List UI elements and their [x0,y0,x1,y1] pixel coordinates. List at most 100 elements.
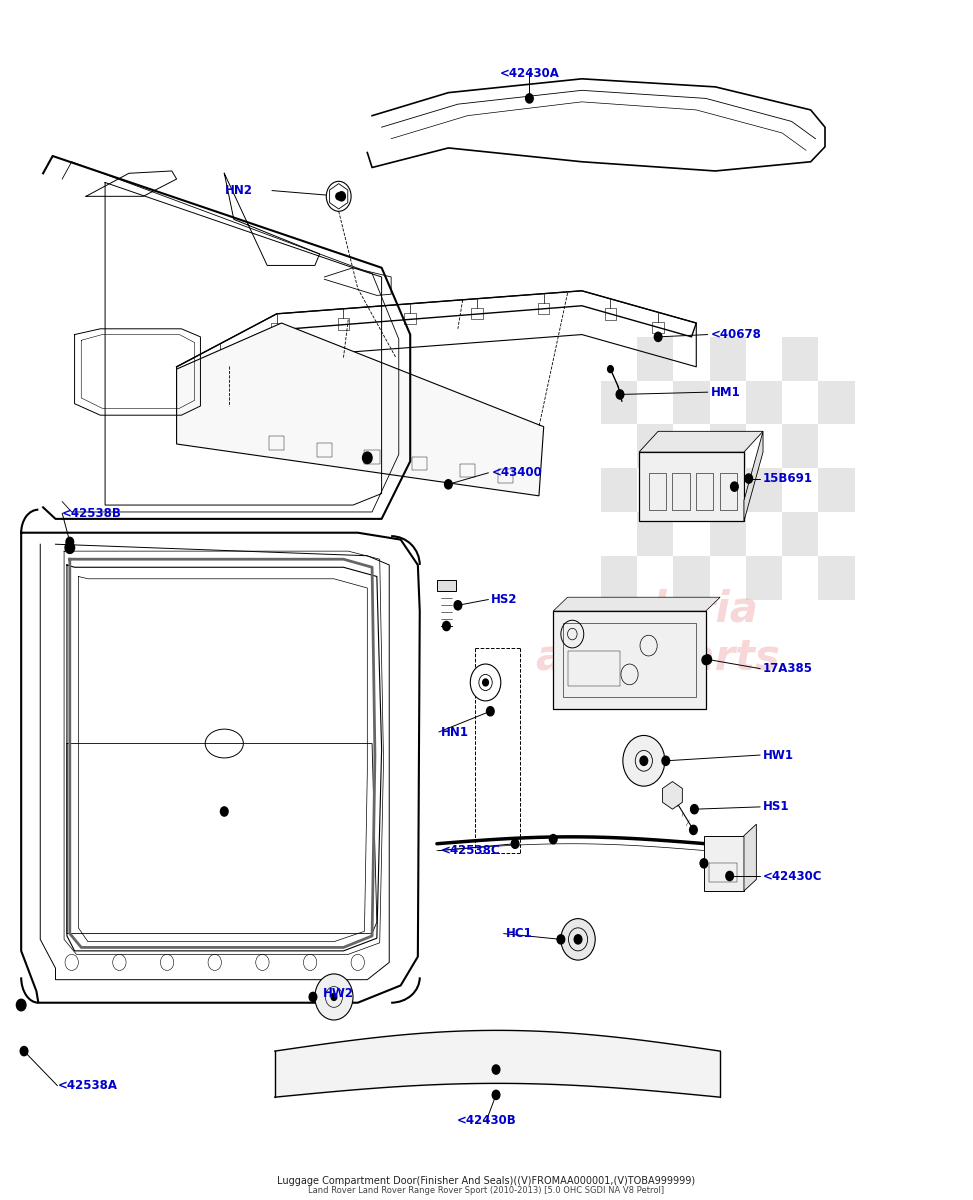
Circle shape [20,1046,28,1056]
Circle shape [616,390,624,400]
Circle shape [640,756,648,766]
Circle shape [702,655,709,665]
Bar [673,556,709,600]
Polygon shape [639,431,763,452]
Bar [782,337,818,380]
Bar [637,425,673,468]
Bar [567,652,620,686]
Circle shape [558,935,564,944]
Polygon shape [744,431,763,521]
Bar [746,556,782,600]
Bar [782,425,818,468]
Bar [653,322,664,334]
Text: HS1: HS1 [763,800,789,814]
Bar [818,556,854,600]
Circle shape [550,834,558,844]
Bar [471,308,483,319]
Circle shape [221,806,228,816]
Bar [673,468,709,512]
Bar [673,380,709,425]
Bar [746,380,782,425]
Text: HW1: HW1 [763,749,794,762]
Bar [746,468,782,512]
Circle shape [66,538,74,546]
Text: HN2: HN2 [225,184,253,197]
Text: 15B691: 15B691 [763,472,813,485]
Bar [601,556,637,600]
Circle shape [363,452,372,463]
Circle shape [745,474,752,484]
Circle shape [445,480,452,488]
Text: <43400: <43400 [491,467,542,479]
Circle shape [326,181,351,211]
Bar [709,337,746,380]
Bar [720,473,738,510]
Bar [554,611,705,709]
Circle shape [560,919,595,960]
Text: HM1: HM1 [710,385,740,398]
Bar [818,380,854,425]
Text: <42430B: <42430B [456,1114,517,1127]
Bar [270,436,284,450]
Bar [562,623,697,697]
Bar [601,380,637,425]
Polygon shape [177,323,544,496]
Bar [637,512,673,556]
Circle shape [483,679,488,686]
Circle shape [65,542,75,553]
Bar [639,452,744,521]
Circle shape [443,622,450,631]
Polygon shape [744,824,756,890]
Text: <40678: <40678 [710,328,762,341]
Text: <42430C: <42430C [763,870,822,882]
Polygon shape [554,598,720,611]
Circle shape [731,482,739,491]
Bar [538,302,550,314]
Circle shape [454,601,462,610]
Circle shape [309,992,317,1002]
Bar [672,473,690,510]
Circle shape [492,1091,500,1099]
Bar [697,473,713,510]
Circle shape [691,804,699,814]
Circle shape [511,839,519,848]
Bar [214,353,225,365]
Bar [271,323,282,335]
Bar [782,512,818,556]
Circle shape [623,736,665,786]
Bar [338,318,349,330]
Bar [601,468,637,512]
Text: <42538C: <42538C [441,844,500,857]
Bar [605,308,616,319]
Bar [498,469,513,482]
Bar [708,863,738,882]
Circle shape [726,871,734,881]
Text: scuderia
auto parts: scuderia auto parts [536,589,780,679]
Text: Luggage Compartment Door(Finisher And Seals)((V)FROMAA000001,(V)TOBA999999): Luggage Compartment Door(Finisher And Se… [277,1176,696,1186]
Circle shape [315,974,353,1020]
Circle shape [662,756,669,766]
Polygon shape [703,835,744,890]
Circle shape [492,1064,500,1074]
Bar [317,443,332,457]
Bar [405,313,415,324]
Circle shape [703,655,711,664]
Bar [437,580,456,592]
Text: <42538A: <42538A [57,1079,118,1092]
Circle shape [690,826,698,834]
Circle shape [525,94,533,103]
Circle shape [701,859,707,868]
Text: 17A385: 17A385 [763,662,813,676]
Text: Land Rover Land Rover Range Rover Sport (2010-2013) [5.0 OHC SGDI NA V8 Petrol]: Land Rover Land Rover Range Rover Sport … [308,1186,665,1195]
Circle shape [17,1000,26,1010]
Circle shape [486,707,494,716]
Text: <42430A: <42430A [499,67,559,80]
Circle shape [338,192,345,200]
Text: <42538B: <42538B [62,506,122,520]
Bar [637,337,673,380]
Text: HS2: HS2 [491,593,518,606]
Circle shape [331,994,337,1001]
Circle shape [574,935,582,944]
Circle shape [470,664,501,701]
Circle shape [654,332,662,342]
